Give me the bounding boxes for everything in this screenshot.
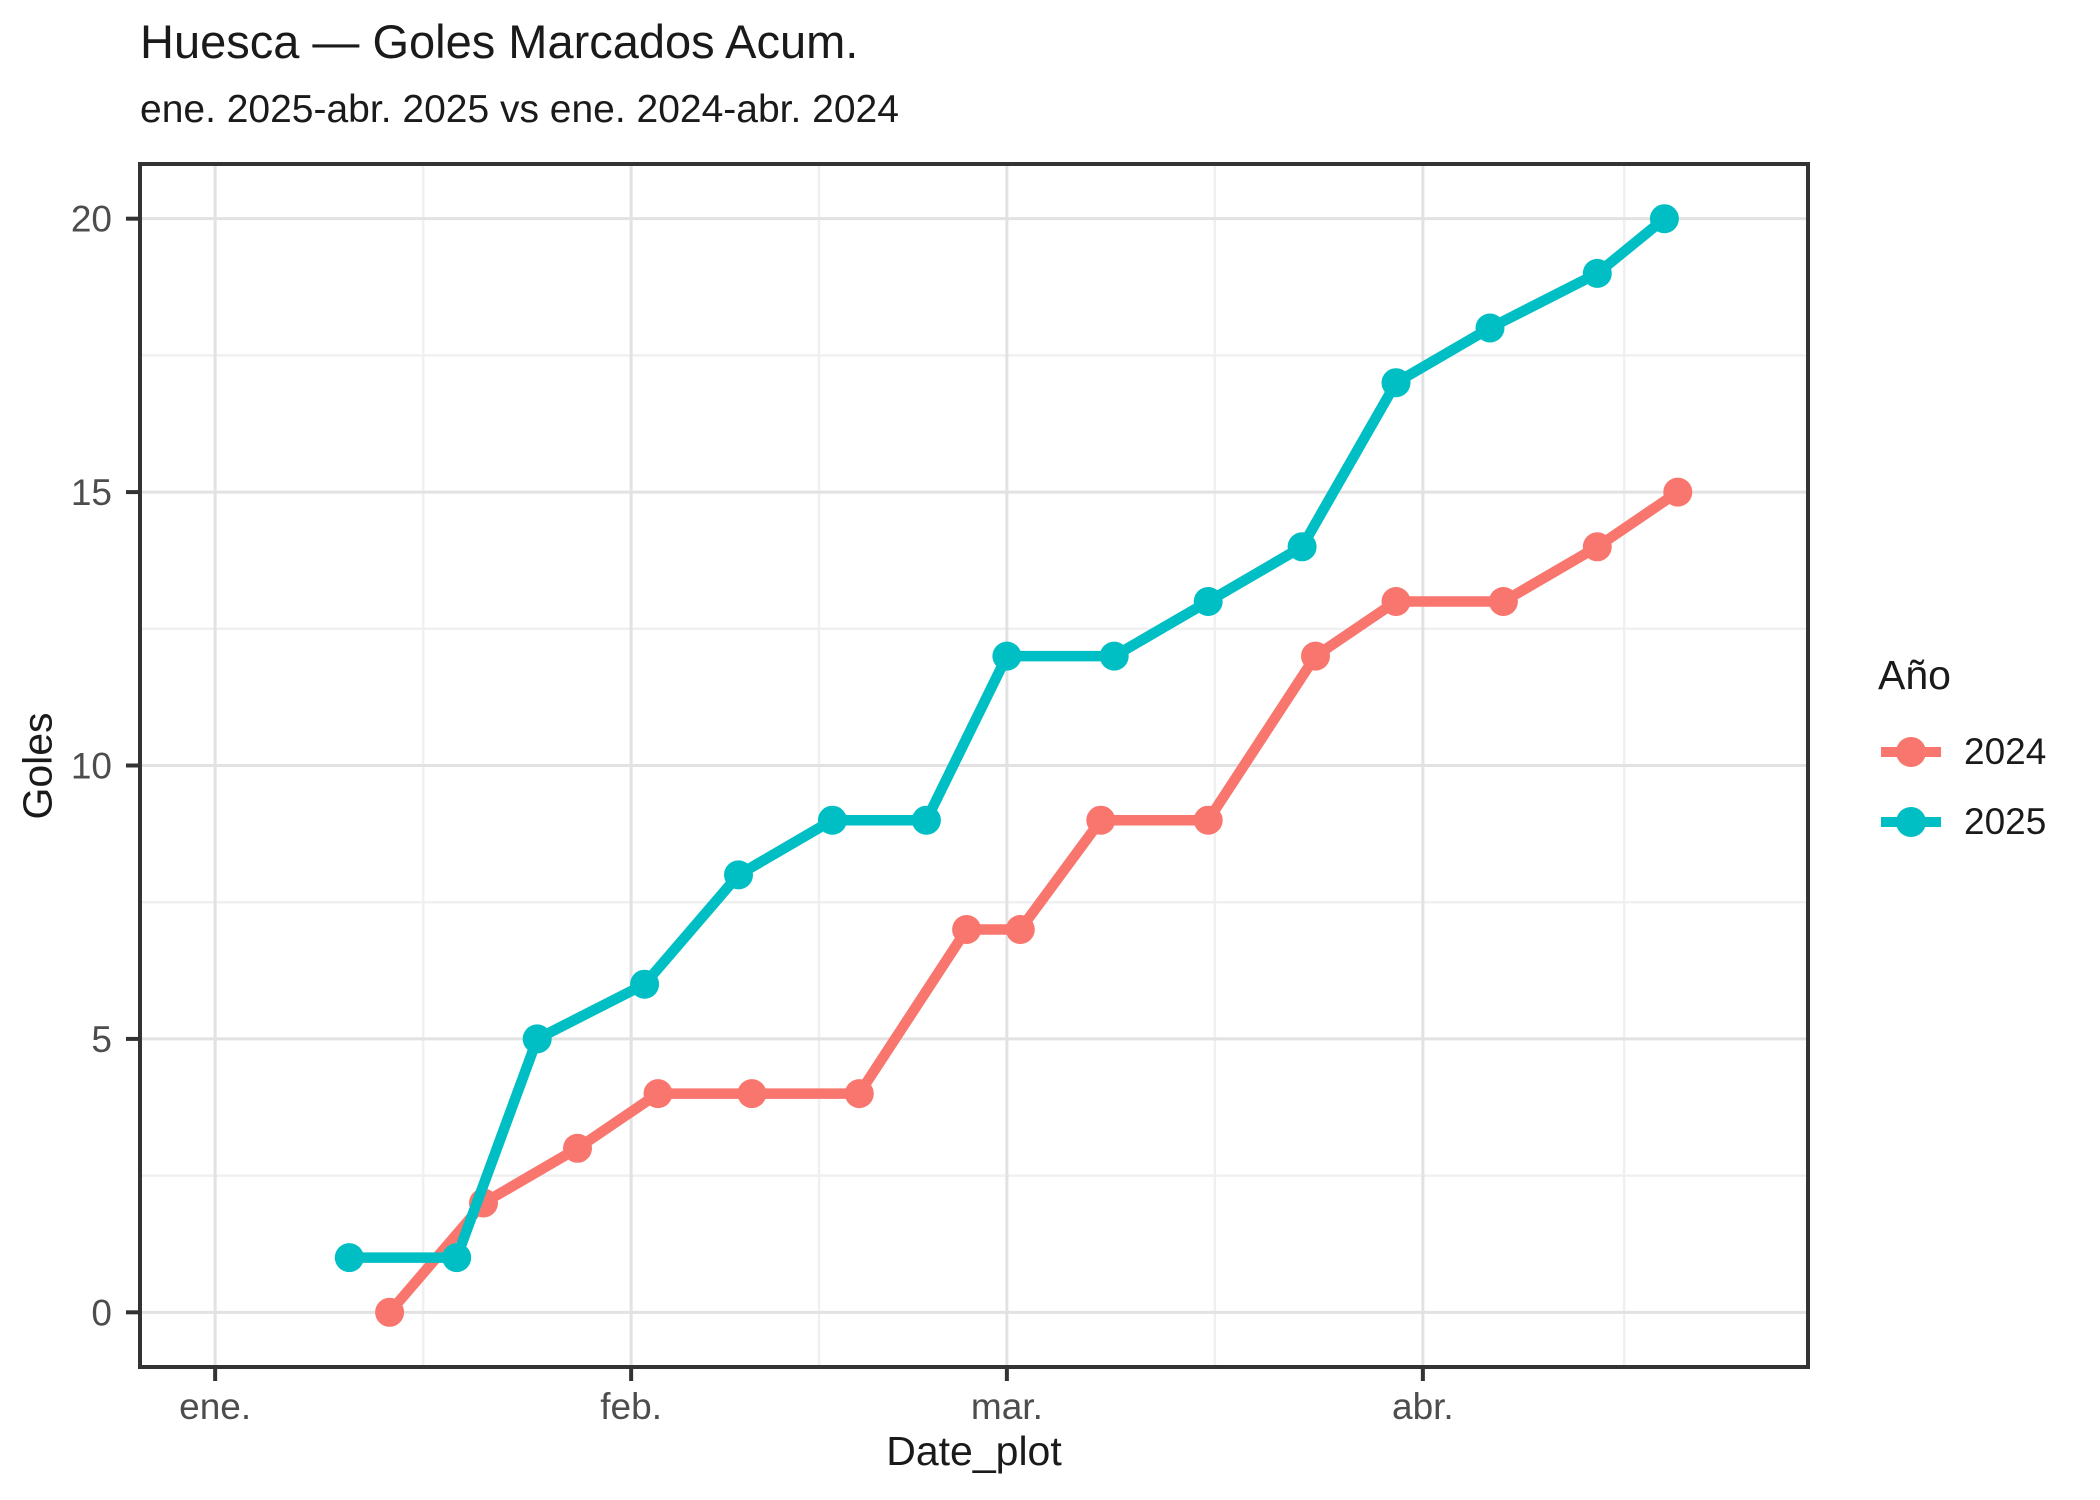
data-point-2024 (1381, 587, 1411, 616)
data-point-2025 (1381, 368, 1411, 398)
data-point-2024 (1663, 477, 1693, 507)
data-point-2024 (952, 915, 982, 944)
x-tick-label: abr. (1392, 1386, 1454, 1427)
legend-entry-2025: 2025 (1878, 799, 2046, 845)
y-tick-label: 10 (71, 746, 112, 787)
data-point-2025 (1475, 313, 1505, 343)
data-point-2025 (1649, 204, 1679, 234)
x-tick-label: feb. (600, 1386, 662, 1427)
legend-label: 2025 (1964, 801, 2047, 842)
chart-title: Huesca — Goles Marcados Acum. (140, 15, 859, 68)
data-point-2025 (1287, 532, 1317, 562)
data-point-2025 (1099, 641, 1129, 671)
data-point-2024 (1488, 587, 1518, 616)
legend-entries: 2024 2025 (1878, 729, 2046, 845)
data-point-2025 (911, 805, 941, 835)
x-tick-label: mar. (971, 1386, 1043, 1427)
y-tick-label: 20 (71, 199, 112, 240)
data-point-2024 (643, 1079, 673, 1109)
legend: Año 2024 2025 (1878, 652, 2046, 869)
data-point-2025 (992, 641, 1022, 671)
y-tick-label: 0 (91, 1292, 112, 1333)
legend-key-point (1896, 737, 1926, 767)
legend-entry-2024: 2024 (1878, 729, 2046, 775)
data-point-2024 (375, 1297, 405, 1327)
legend-label: 2024 (1964, 731, 2047, 772)
legend-key-icon (1881, 737, 1941, 767)
data-point-2025 (522, 1024, 552, 1054)
data-point-2025 (1582, 258, 1612, 288)
data-point-2024 (1301, 641, 1330, 671)
y-axis-title: Goles (14, 712, 61, 820)
y-tick-label: 5 (91, 1019, 112, 1060)
data-point-2025 (724, 860, 753, 890)
data-point-2024 (563, 1133, 592, 1163)
data-point-2025 (817, 805, 847, 835)
data-point-2024 (844, 1079, 874, 1109)
chart-subtitle: ene. 2025-abr. 2025 vs ene. 2024-abr. 20… (140, 88, 899, 131)
data-point-2024 (1005, 915, 1035, 944)
data-point-2025 (1193, 587, 1223, 616)
data-point-2024 (1086, 805, 1116, 835)
data-point-2024 (1582, 532, 1612, 562)
x-tick-label: ene. (179, 1386, 251, 1427)
legend-title: Año (1878, 652, 1951, 698)
data-point-2024 (1193, 805, 1223, 835)
data-point-2024 (737, 1079, 767, 1109)
data-point-2025 (630, 969, 660, 999)
data-point-2025 (442, 1243, 472, 1273)
x-axis-title: Date_plot (886, 1428, 1062, 1474)
y-tick-label: 15 (71, 472, 112, 513)
data-point-2025 (334, 1243, 364, 1273)
legend-key-icon (1881, 807, 1941, 837)
legend-key-point (1896, 807, 1926, 837)
